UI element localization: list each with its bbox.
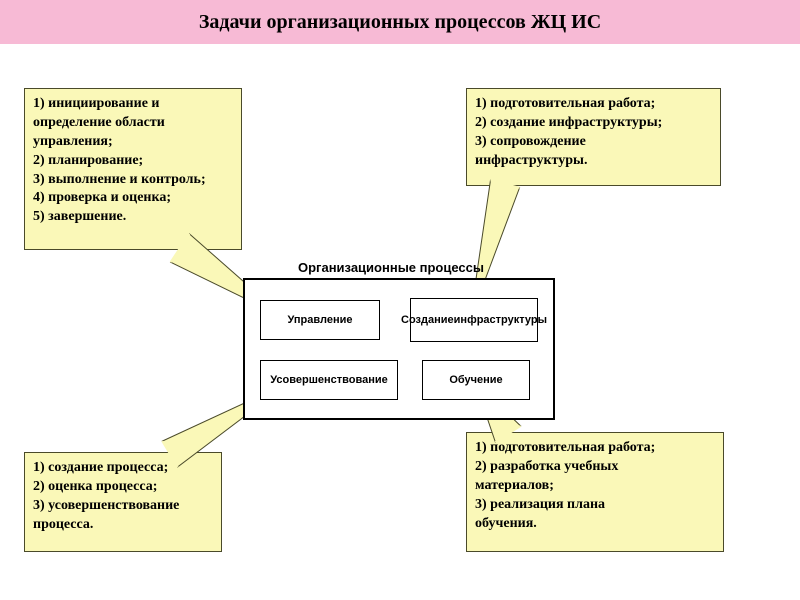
processes-group-title-text: Организационные процессы <box>298 260 484 275</box>
callout-training: 1) подготовительная работа;2) разработка… <box>466 432 724 552</box>
callout-infrastructure: 1) подготовительная работа;2) создание и… <box>466 88 721 186</box>
callout-line: 2) создание инфраструктуры; <box>475 114 712 133</box>
processes-group-title: Организационные процессы <box>298 260 484 275</box>
process-box-training: Обучение <box>422 360 530 400</box>
callout-line: 2) оценка процесса; <box>33 478 213 497</box>
callout-line: 4) проверка и оценка; <box>33 189 233 208</box>
callout-line: управления; <box>33 133 233 152</box>
callout-line: 2) планирование; <box>33 152 233 171</box>
process-box-infrastructure: Созданиеинфраструктуры <box>410 298 538 342</box>
callout-line: 1) подготовительная работа; <box>475 95 712 114</box>
callout-management: 1) инициирование иопределение областиупр… <box>24 88 242 250</box>
process-box-improvement: Усовершенствование <box>260 360 398 400</box>
callout-line: 5) завершение. <box>33 208 233 227</box>
page-title-text: Задачи организационных процессов ЖЦ ИС <box>199 11 601 34</box>
callout-line: процесса. <box>33 516 213 535</box>
callout-line: 1) создание процесса; <box>33 459 213 478</box>
callout-line: материалов; <box>475 477 715 496</box>
callout-line: 3) усовершенствование <box>33 497 213 516</box>
callout-line: 1) подготовительная работа; <box>475 439 715 458</box>
callout-line: 3) сопровождение <box>475 133 712 152</box>
process-box-management: Управление <box>260 300 380 340</box>
callout-line: 1) инициирование и <box>33 95 233 114</box>
callout-line: 2) разработка учебных <box>475 458 715 477</box>
callout-line: 3) выполнение и контроль; <box>33 171 233 190</box>
callout-improvement: 1) создание процесса;2) оценка процесса;… <box>24 452 222 552</box>
page-title: Задачи организационных процессов ЖЦ ИС <box>0 0 800 44</box>
callout-line: инфраструктуры. <box>475 152 712 171</box>
callout-line: определение области <box>33 114 233 133</box>
callout-line: 3) реализация плана <box>475 496 715 515</box>
callout-line: обучения. <box>475 515 715 534</box>
